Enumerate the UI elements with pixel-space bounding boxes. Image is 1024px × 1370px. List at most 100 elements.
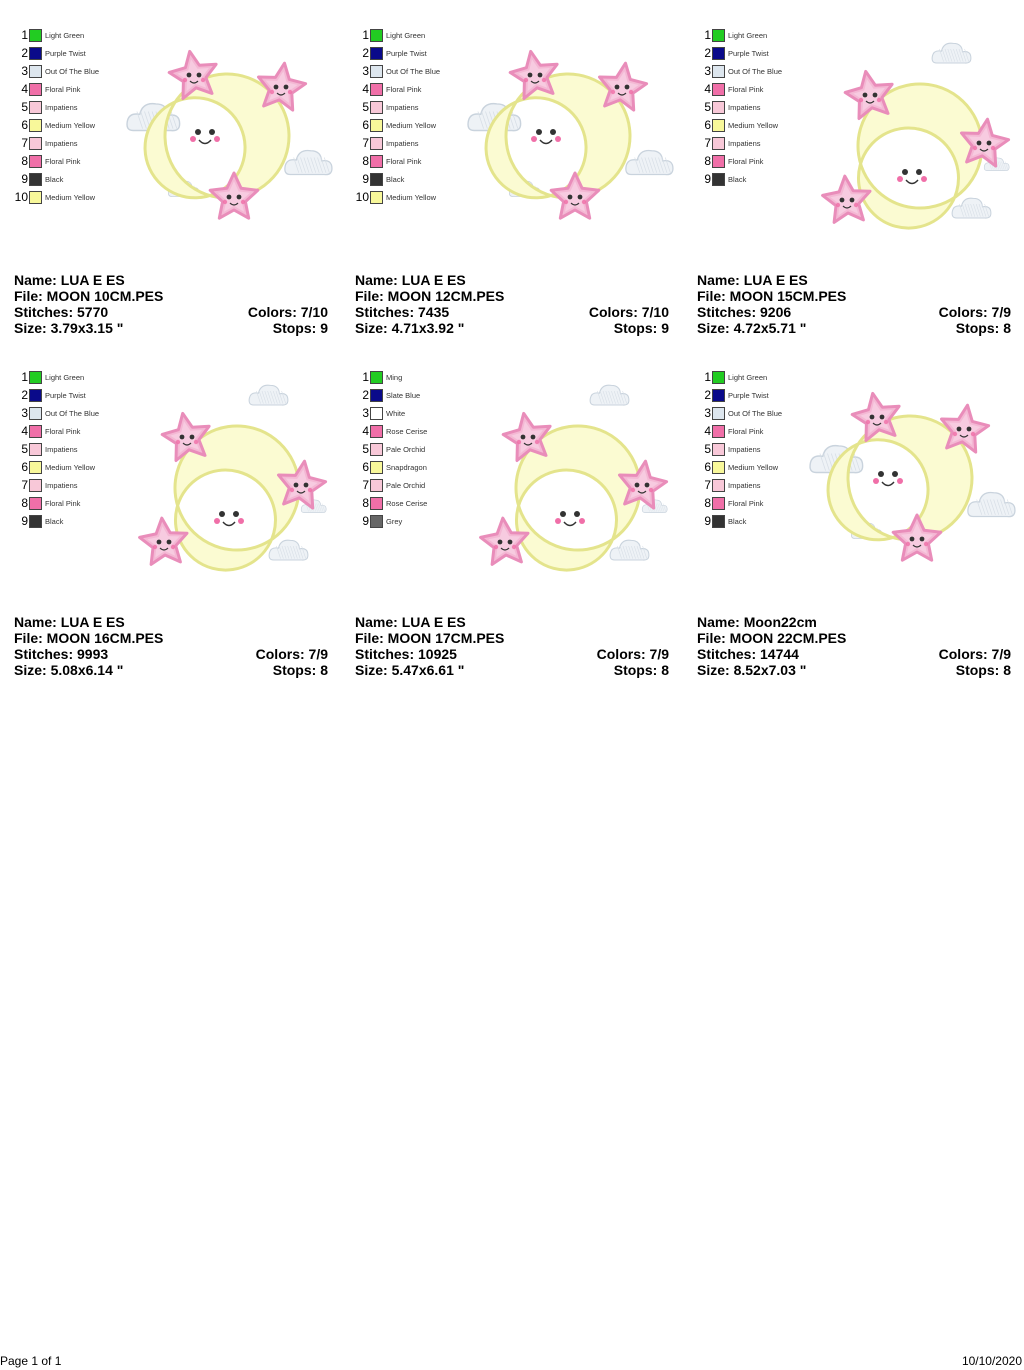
- embroidery-preview: [467, 49, 674, 220]
- thread-number: 5: [21, 442, 28, 456]
- design-size: Size: 4.71x3.92 ": [355, 320, 464, 336]
- file-name-value: MOON 22CM.PES: [729, 630, 847, 646]
- stitch-count-value: 9993: [77, 646, 109, 662]
- thread-row: 9 Black: [697, 170, 807, 188]
- thread-row: 1 Ming: [355, 368, 465, 386]
- thread-number: 4: [704, 82, 711, 96]
- thread-swatch: [29, 460, 42, 474]
- thread-number: 1: [21, 28, 28, 42]
- thread-number: 3: [362, 406, 369, 420]
- thread-swatch: [712, 496, 725, 510]
- thread-swatch: [370, 100, 383, 114]
- thread-swatch: [712, 478, 725, 492]
- thread-row: 2 Purple Twist: [355, 44, 465, 62]
- thread-number: 6: [21, 118, 28, 132]
- thread-number: 5: [21, 100, 28, 114]
- file-name: File: MOON 16CM.PES: [14, 630, 163, 646]
- color-count: Colors: 7/10: [589, 304, 669, 320]
- thread-row: 7 Impatiens: [14, 134, 124, 152]
- stitch-count-value: 10925: [418, 646, 457, 662]
- thread-row: 4 Floral Pink: [355, 80, 465, 98]
- stop-count-value: 8: [661, 662, 669, 678]
- thread-name: Floral Pink: [728, 426, 764, 436]
- thread-row: 3 Out Of The Blue: [697, 62, 807, 80]
- thread-name: Impatiens: [728, 444, 761, 454]
- thread-name: Purple Twist: [728, 48, 769, 58]
- design-size: Size: 5.08x6.14 ": [14, 662, 123, 678]
- thread-swatch: [712, 172, 725, 186]
- thread-swatch: [29, 370, 42, 384]
- design-name-value: LUA E ES: [401, 614, 466, 630]
- stitch-count-label: Stitches:: [355, 304, 415, 320]
- thread-row: 8 Rose Cerise: [355, 494, 465, 512]
- thread-number: 7: [362, 136, 369, 150]
- color-count: Colors: 7/10: [248, 304, 328, 320]
- thread-row: 4 Rose Cerise: [355, 422, 465, 440]
- thread-row: 1 Light Green: [14, 368, 124, 386]
- thread-swatch: [712, 154, 725, 168]
- star-1: [167, 49, 218, 100]
- thread-row: 7 Impatiens: [355, 134, 465, 152]
- color-count-label: Colors:: [938, 304, 988, 320]
- thread-number: 4: [362, 424, 369, 438]
- thread-legend: 1 Light Green 2 Purple Twist 3 Out Of The Blu…: [697, 368, 807, 530]
- star-2: [618, 459, 669, 510]
- cloud-2: [625, 149, 674, 176]
- stop-count: Stops: 8: [273, 662, 328, 678]
- stop-count-label: Stops:: [955, 320, 1000, 336]
- thread-swatch: [712, 460, 725, 474]
- thread-number: 4: [362, 82, 369, 96]
- design-card: 1 Light Green 2 Purple Twist 3 Out Of The Blu…: [14, 368, 334, 688]
- design-name: Name: LUA E ES: [355, 272, 466, 288]
- stop-count-label: Stops:: [955, 662, 1000, 678]
- thread-name: Impatiens: [386, 138, 419, 148]
- color-count-value: 7/10: [300, 304, 328, 320]
- thread-name: Impatiens: [728, 138, 761, 148]
- thread-row: 3 Out Of The Blue: [14, 62, 124, 80]
- thread-number: 6: [362, 460, 369, 474]
- thread-number: 6: [704, 460, 711, 474]
- thread-name: Medium Yellow: [386, 192, 437, 202]
- thread-row: 6 Medium Yellow: [14, 458, 124, 476]
- thread-number: 10: [14, 190, 28, 204]
- design-artwork: [802, 26, 1017, 256]
- star-3: [549, 171, 601, 220]
- moon-face: [555, 511, 585, 527]
- thread-name: Pale Orchid: [386, 444, 426, 454]
- thread-name: Rose Cerise: [386, 426, 428, 436]
- thread-swatch: [29, 424, 42, 438]
- thread-name: Light Green: [728, 372, 768, 382]
- color-count: Colors: 7/9: [597, 646, 669, 662]
- thread-swatch: [29, 496, 42, 510]
- color-count-value: 7/9: [649, 646, 669, 662]
- design-size: Size: 3.79x3.15 ": [14, 320, 123, 336]
- cloud-2: [284, 149, 333, 176]
- thread-name: Floral Pink: [728, 498, 764, 508]
- thread-name: Ming: [386, 372, 403, 382]
- thread-row: 10 Medium Yellow: [14, 188, 124, 206]
- thread-swatch: [29, 190, 42, 204]
- color-count-value: 7/10: [641, 304, 669, 320]
- thread-name: Out Of The Blue: [728, 408, 783, 418]
- design-card: 1 Light Green 2 Purple Twist 3 Out Of The Blu…: [355, 26, 675, 346]
- star-2: [960, 117, 1011, 168]
- thread-row: 5 Impatiens: [697, 98, 807, 116]
- star-1: [850, 391, 901, 442]
- design-size: Size: 8.52x7.03 ": [697, 662, 806, 678]
- thread-swatch: [712, 370, 725, 384]
- thread-row: 3 Out Of The Blue: [14, 404, 124, 422]
- thread-row: 9 Black: [14, 512, 124, 530]
- thread-swatch: [370, 442, 383, 456]
- file-name: File: MOON 15CM.PES: [697, 288, 846, 304]
- thread-number: 7: [362, 478, 369, 492]
- thread-name: Impatiens: [45, 102, 78, 112]
- moon-face: [531, 129, 561, 145]
- star-1: [843, 69, 894, 120]
- thread-name: Medium Yellow: [45, 462, 96, 472]
- design-size-value: 5.08x6.14 ": [50, 662, 124, 678]
- thread-swatch: [370, 190, 383, 204]
- thread-swatch: [370, 172, 383, 186]
- stop-count-value: 9: [320, 320, 328, 336]
- color-count-value: 7/9: [308, 646, 328, 662]
- thread-swatch: [29, 514, 42, 528]
